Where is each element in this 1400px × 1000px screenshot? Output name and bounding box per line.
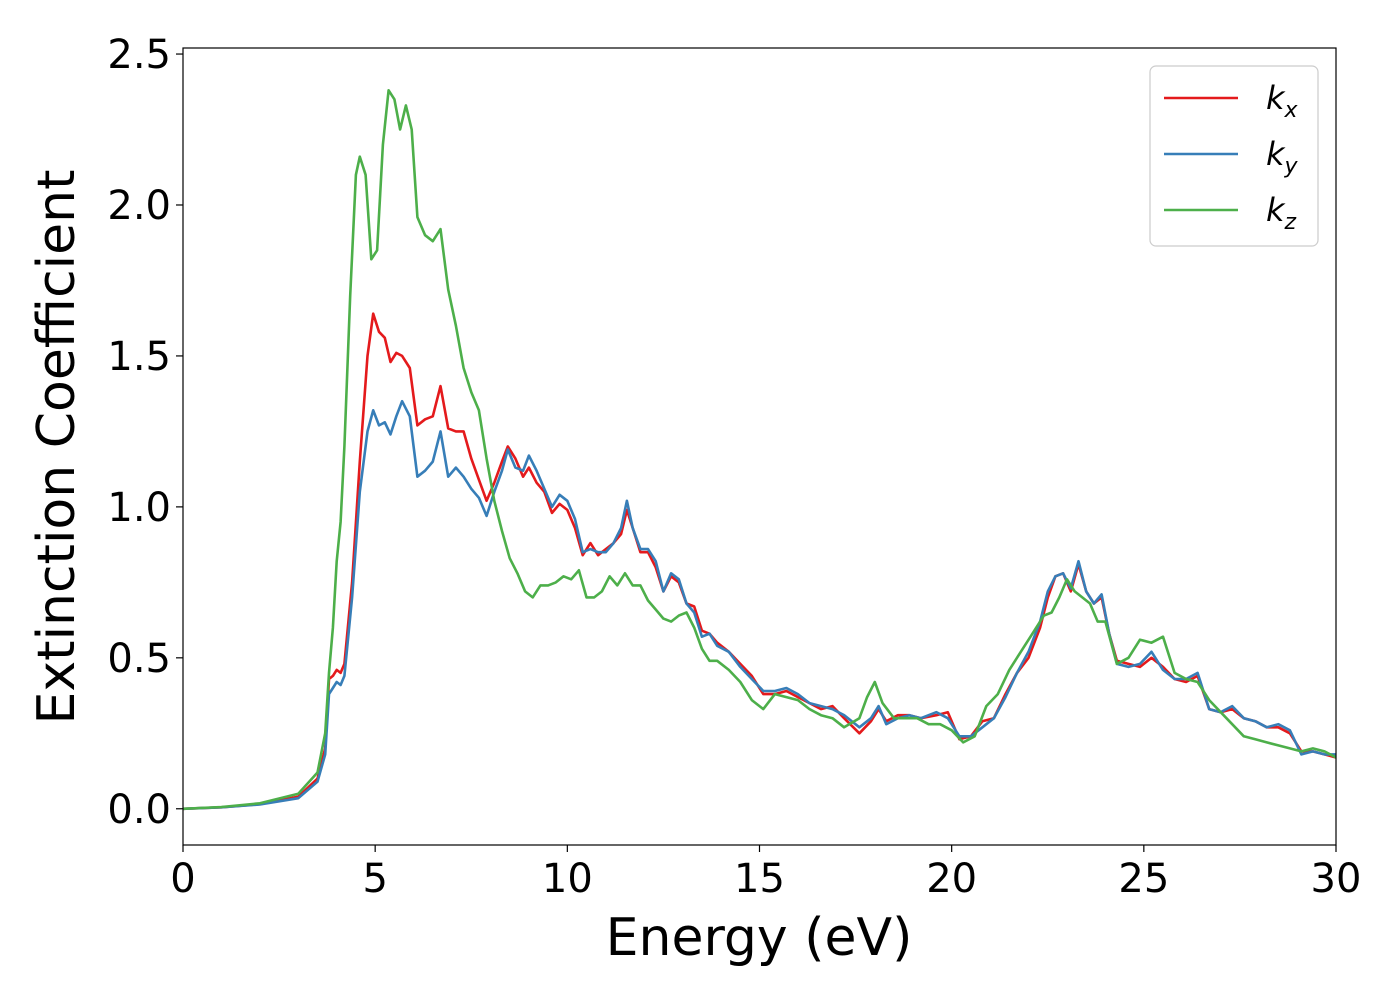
series-layer (183, 89, 1336, 811)
x-tick-label: 10 (542, 856, 593, 902)
series-line-z (183, 89, 1336, 811)
y-tick-label: 1.5 (107, 334, 171, 380)
y-tick-label: 0.5 (107, 636, 171, 682)
x-tick-label: 30 (1311, 856, 1362, 902)
x-tick-label: 0 (170, 856, 195, 902)
x-axis-label: Energy (eV) (606, 908, 913, 968)
x-axis-ticks: 0 5 10 15 20 25 30 (170, 845, 1361, 902)
x-tick-label: 15 (734, 856, 785, 902)
x-tick-label: 25 (1118, 856, 1169, 902)
x-tick-label: 5 (362, 856, 387, 902)
legend-box (1149, 65, 1319, 247)
legend-label-x: kx (1266, 79, 1299, 123)
y-tick-label: 0.0 (107, 787, 171, 833)
x-tick-label: 20 (926, 856, 977, 902)
y-axis-label: Extinction Coefficient (27, 170, 87, 725)
legend-label-z: kz (1266, 191, 1297, 235)
y-tick-label: 2.0 (107, 183, 171, 229)
legend-label-y: ky (1266, 135, 1299, 179)
y-tick-label: 2.5 (107, 32, 171, 78)
y-tick-label: 1.0 (107, 485, 171, 531)
series-line-y (183, 399, 1336, 811)
legend: kx ky kz (1149, 65, 1319, 247)
y-axis-ticks: 0.0 0.5 1.0 1.5 2.0 2.5 (107, 32, 183, 833)
